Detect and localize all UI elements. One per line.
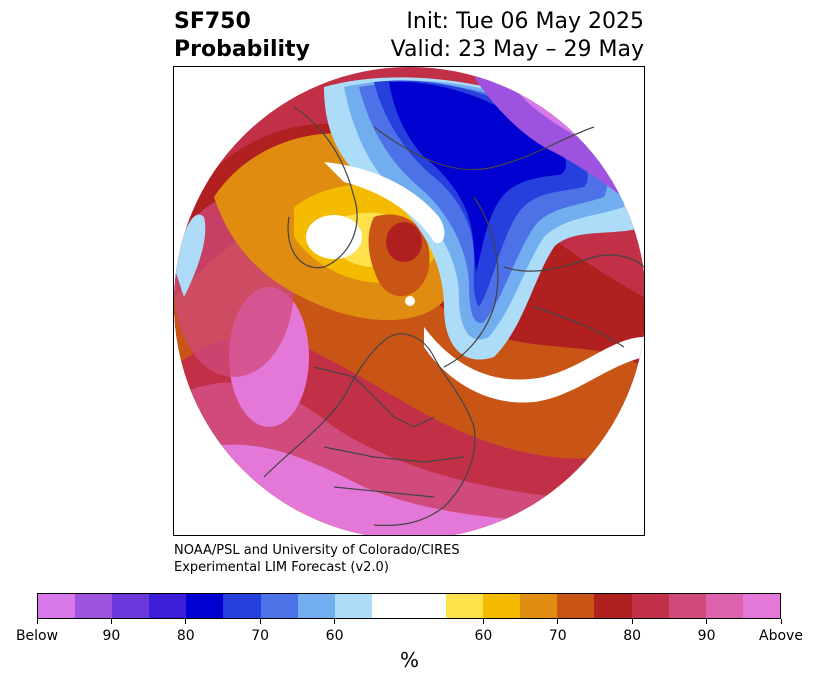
- colorbar-tick: [259, 619, 261, 624]
- credit-line-1: NOAA/PSL and University of Colorado/CIRE…: [174, 543, 460, 558]
- credit-text: NOAA/PSL and University of Colorado/CIRE…: [174, 542, 460, 576]
- coastlines: [263, 106, 644, 527]
- map-panel: [173, 66, 645, 536]
- colorbar-swatch: [38, 594, 76, 618]
- field-neutral-eurasia: [424, 327, 644, 403]
- colorbar-swatch: [520, 594, 558, 618]
- colorbar-swatch: [705, 594, 743, 618]
- colorbar-tick: [706, 619, 708, 624]
- colorbar-tick-label: 80: [623, 628, 642, 644]
- colorbar-tick: [780, 619, 782, 624]
- field-above-75-pole: [386, 222, 422, 262]
- valid-dates: Valid: 23 May – 29 May: [390, 37, 644, 62]
- colorbar-swatch: [594, 594, 632, 618]
- forecast-dates: Init: Tue 06 May 2025 Valid: 23 May – 29…: [391, 8, 644, 64]
- colorbar-tick-label: 60: [325, 628, 344, 644]
- canada-arctic-coast: [313, 366, 435, 428]
- colorbar-tick: [185, 619, 187, 624]
- north-pole-marker: [405, 296, 415, 306]
- colorbar-swatch: [557, 594, 595, 618]
- colorbar-tick-label: 70: [251, 628, 270, 644]
- colorbar-tick: [36, 619, 38, 624]
- colorbar-tick: [110, 619, 112, 624]
- greenland-europe-coast: [443, 196, 499, 368]
- colorbar-tick-label: 60: [474, 628, 493, 644]
- colorbar-swatch: [742, 594, 780, 618]
- colorbar-swatch: [408, 594, 447, 618]
- colorbar-tick-label: Above: [759, 628, 803, 644]
- colorbar-tick-label: Below: [15, 628, 59, 644]
- colorbar-unit: %: [399, 648, 419, 672]
- colorbar-swatch: [223, 594, 261, 618]
- colorbar-tick-label: 90: [102, 628, 121, 644]
- colorbar-swatch: [75, 594, 113, 618]
- probability-map: [174, 67, 644, 535]
- colorbar-swatch: [112, 594, 150, 618]
- colorbar-swatch: [260, 594, 298, 618]
- colorbar-tick-label: 90: [697, 628, 716, 644]
- colorbar-ticks: Below 90 80 70 60 60 70 80 90 Above: [16, 619, 803, 644]
- colorbar-swatch: [483, 594, 521, 618]
- colorbar-swatch: [149, 594, 187, 618]
- title-quantity: Probability: [174, 37, 310, 62]
- colorbar-tick: [631, 619, 633, 624]
- field-below-90: [474, 77, 640, 202]
- field-below-55-pacific: [174, 214, 206, 297]
- colorbar-swatch: [297, 594, 335, 618]
- title-variable: SF750: [174, 9, 251, 34]
- colorbar-tick-label: 70: [548, 628, 567, 644]
- europe-coast: [503, 254, 644, 272]
- colorbar-swatch: [186, 594, 224, 618]
- colorbar-swatch: [334, 594, 372, 618]
- colorbar-tick-label: 80: [176, 628, 195, 644]
- east-asia-coast: [287, 106, 358, 269]
- us-canada-border: [323, 446, 465, 463]
- colorbar-tick: [557, 619, 559, 624]
- us-state-lines: [333, 486, 435, 498]
- init-date: Init: Tue 06 May 2025: [406, 9, 644, 34]
- colorbar-swatch: [631, 594, 669, 618]
- colorbar-tick: [482, 619, 484, 624]
- colorbar: [37, 593, 781, 619]
- probability-field: [174, 67, 644, 535]
- credit-line-2: Experimental LIM Forecast (v2.0): [174, 560, 389, 575]
- colorbar-swatch: [371, 594, 409, 618]
- siberia-coast: [373, 126, 595, 171]
- colorbar-swatch: [446, 594, 484, 618]
- mediterranean-coast: [533, 306, 625, 348]
- north-america-coast: [263, 333, 476, 527]
- map-title: SF750 Probability: [174, 8, 310, 64]
- colorbar-tick: [334, 619, 336, 624]
- colorbar-swatch: [668, 594, 706, 618]
- field-neutral-arctic: [324, 162, 445, 243]
